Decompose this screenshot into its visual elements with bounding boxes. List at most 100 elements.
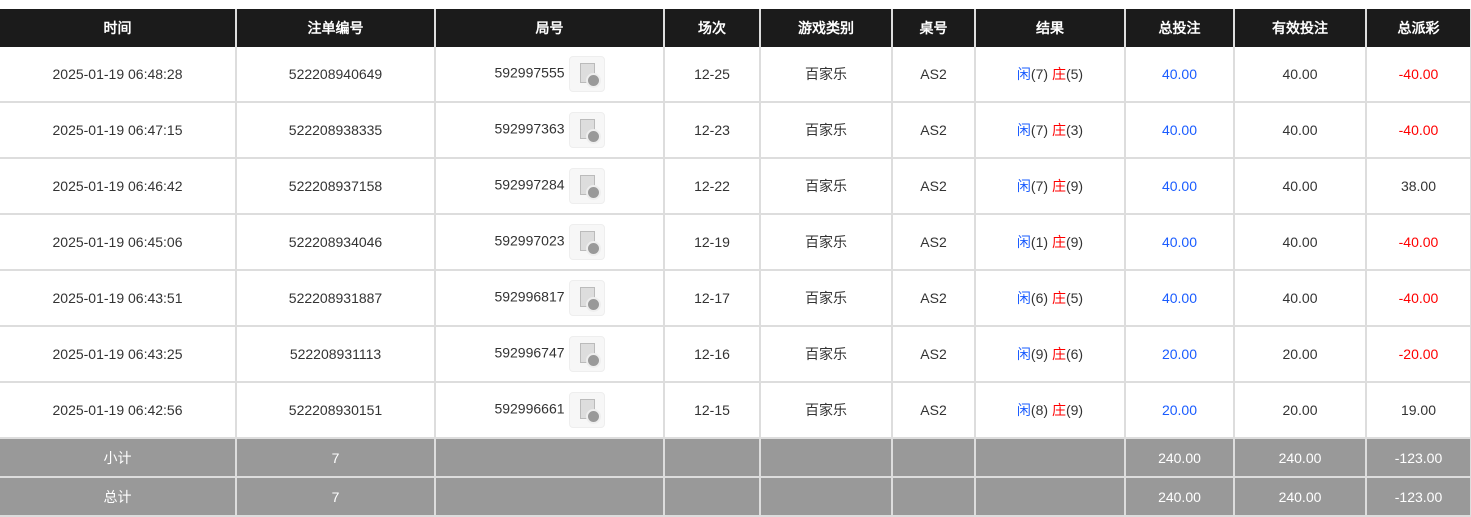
game-type-cell: 百家乐 [760, 102, 893, 159]
header-table-no[interactable]: 桌号 [892, 9, 976, 47]
player-score: (7) [1030, 178, 1049, 194]
table-row: 2025-01-19 06:48:28 522208940649 5929975… [0, 47, 1471, 103]
game-type-cell: 百家乐 [760, 214, 893, 271]
header-order-no[interactable]: 注单编号 [236, 9, 436, 47]
valid-bet-cell: 40.00 [1234, 270, 1367, 327]
video-replay-icon[interactable] [568, 168, 605, 204]
time-cell: 2025-01-19 06:43:51 [0, 270, 237, 327]
game-type-cell: 百家乐 [760, 270, 893, 327]
player-label: 闲 [1016, 402, 1031, 418]
total-bet-cell: 40.00 [1125, 270, 1235, 327]
total-bet-cell: 20.00 [1125, 382, 1235, 439]
table-row: 2025-01-19 06:43:25 522208931113 5929967… [0, 326, 1471, 383]
header-total-payout[interactable]: 总派彩 [1366, 9, 1471, 47]
bet-records-table: 时间 注单编号 局号 场次 游戏类别 桌号 结果 总投注 有效投注 总派彩 2025-01-19 … [0, 9, 1471, 517]
table-no-cell: AS2 [892, 214, 976, 271]
round-no-cell: 592997555 [435, 47, 665, 103]
round-no: 592996817 [494, 288, 565, 305]
round-no: 592997284 [494, 176, 565, 193]
video-replay-icon[interactable] [568, 56, 605, 92]
round-no: 592997363 [494, 120, 565, 137]
round-no-cell: 592996817 [435, 270, 665, 327]
video-replay-icon[interactable] [568, 224, 605, 260]
total-bet-cell: 40.00 [1125, 102, 1235, 159]
video-replay-icon[interactable] [568, 336, 605, 372]
banker-label: 庄 [1051, 122, 1066, 138]
banker-score: (9) [1065, 178, 1084, 194]
player-score: (9) [1030, 346, 1049, 362]
header-valid-bet[interactable]: 有效投注 [1234, 9, 1367, 47]
session-cell: 12-23 [664, 102, 761, 159]
summary-count: 7 [236, 477, 436, 517]
player-score: (8) [1030, 402, 1049, 418]
round-no-cell: 592997023 [435, 214, 665, 271]
order-no-cell: 522208931113 [236, 326, 436, 383]
table-no-cell: AS2 [892, 158, 976, 215]
player-label: 闲 [1016, 346, 1031, 362]
player-label: 闲 [1016, 234, 1031, 250]
time-cell: 2025-01-19 06:46:42 [0, 158, 237, 215]
table-row: 2025-01-19 06:47:15 522208938335 5929973… [0, 102, 1471, 159]
round-no-cell: 592996661 [435, 382, 665, 439]
video-replay-icon[interactable] [568, 280, 605, 316]
payout-cell: -40.00 [1366, 47, 1471, 103]
valid-bet-cell: 20.00 [1234, 382, 1367, 439]
banker-label: 庄 [1051, 178, 1066, 194]
total-bet-cell: 40.00 [1125, 214, 1235, 271]
session-cell: 12-22 [664, 158, 761, 215]
round-no: 592997555 [494, 64, 565, 81]
result-cell: 闲(7) 庄(3) [975, 102, 1126, 159]
result-cell: 闲(7) 庄(5) [975, 47, 1126, 103]
header-round-no[interactable]: 局号 [435, 9, 665, 47]
payout-cell: -40.00 [1366, 214, 1471, 271]
summary-count: 7 [236, 438, 436, 478]
order-no-cell: 522208934046 [236, 214, 436, 271]
summary-payout: -123.00 [1366, 477, 1471, 517]
banker-score: (5) [1065, 66, 1084, 82]
table-no-cell: AS2 [892, 270, 976, 327]
player-label: 闲 [1016, 290, 1031, 306]
valid-bet-cell: 40.00 [1234, 158, 1367, 215]
payout-cell: -20.00 [1366, 326, 1471, 383]
header-time[interactable]: 时间 [0, 9, 237, 47]
order-no-cell: 522208937158 [236, 158, 436, 215]
round-no: 592997023 [494, 232, 565, 249]
video-replay-icon[interactable] [568, 112, 605, 148]
total-bet-cell: 40.00 [1125, 158, 1235, 215]
time-cell: 2025-01-19 06:47:15 [0, 102, 237, 159]
subtotal-row: 小计 7 240.00 240.00 -123.00 [0, 438, 1471, 478]
player-label: 闲 [1016, 66, 1031, 82]
payout-cell: 19.00 [1366, 382, 1471, 439]
result-cell: 闲(9) 庄(6) [975, 326, 1126, 383]
time-cell: 2025-01-19 06:45:06 [0, 214, 237, 271]
table-row: 2025-01-19 06:42:56 522208930151 5929966… [0, 382, 1471, 439]
table-no-cell: AS2 [892, 382, 976, 439]
banker-score: (9) [1065, 234, 1084, 250]
time-cell: 2025-01-19 06:48:28 [0, 47, 237, 103]
header-result[interactable]: 结果 [975, 9, 1126, 47]
banker-label: 庄 [1051, 346, 1066, 362]
game-type-cell: 百家乐 [760, 158, 893, 215]
player-label: 闲 [1016, 122, 1031, 138]
header-session[interactable]: 场次 [664, 9, 761, 47]
summary-valid: 240.00 [1234, 477, 1367, 517]
table-row: 2025-01-19 06:46:42 522208937158 5929972… [0, 158, 1471, 215]
player-score: (7) [1030, 66, 1049, 82]
order-no-cell: 522208940649 [236, 47, 436, 103]
result-cell: 闲(8) 庄(9) [975, 382, 1126, 439]
game-type-cell: 百家乐 [760, 382, 893, 439]
banker-label: 庄 [1051, 402, 1066, 418]
video-replay-icon[interactable] [568, 392, 605, 428]
banker-score: (6) [1065, 346, 1084, 362]
banker-label: 庄 [1051, 234, 1066, 250]
total-bet-cell: 20.00 [1125, 326, 1235, 383]
banker-score: (5) [1065, 290, 1084, 306]
header-game-type[interactable]: 游戏类别 [760, 9, 893, 47]
session-cell: 12-16 [664, 326, 761, 383]
order-no-cell: 522208931887 [236, 270, 436, 327]
header-total-bet[interactable]: 总投注 [1125, 9, 1235, 47]
table-row: 2025-01-19 06:45:06 522208934046 5929970… [0, 214, 1471, 271]
result-cell: 闲(7) 庄(9) [975, 158, 1126, 215]
table-no-cell: AS2 [892, 102, 976, 159]
valid-bet-cell: 20.00 [1234, 326, 1367, 383]
